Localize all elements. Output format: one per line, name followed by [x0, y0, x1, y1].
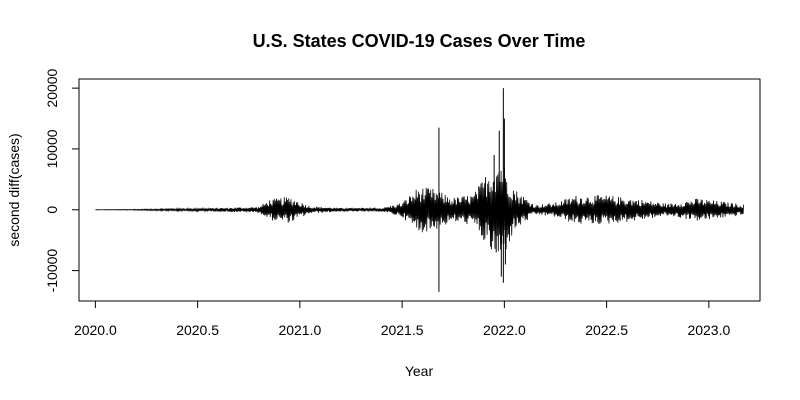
x-axis: 2020.0 2020.5 2021.0 2021.5 2022.0 2022.5 2023… — [74, 300, 730, 338]
y-axis-label: second diff(cases) — [6, 133, 22, 246]
y-axis: -10000 0 10000 20000 — [44, 68, 80, 293]
x-axis-label: Year — [405, 363, 434, 379]
y-tick-label: 10000 — [44, 129, 60, 168]
plot-frame — [78, 78, 761, 302]
x-tick-label: 2022.0 — [483, 322, 526, 338]
spike-lines — [438, 88, 506, 292]
chart-title: U.S. States COVID-19 Cases Over Time — [253, 31, 586, 51]
series-line — [95, 168, 745, 252]
x-tick-label: 2022.5 — [585, 322, 628, 338]
x-tick-label: 2023.0 — [687, 322, 730, 338]
x-tick-label: 2021.5 — [381, 322, 424, 338]
y-tick-label: 0 — [44, 206, 60, 214]
x-tick-label: 2020.0 — [74, 322, 117, 338]
x-tick-label: 2021.0 — [278, 322, 321, 338]
y-tick-label: 20000 — [44, 68, 60, 107]
y-tick-label: -10000 — [44, 249, 60, 293]
x-tick-label: 2020.5 — [176, 322, 219, 338]
